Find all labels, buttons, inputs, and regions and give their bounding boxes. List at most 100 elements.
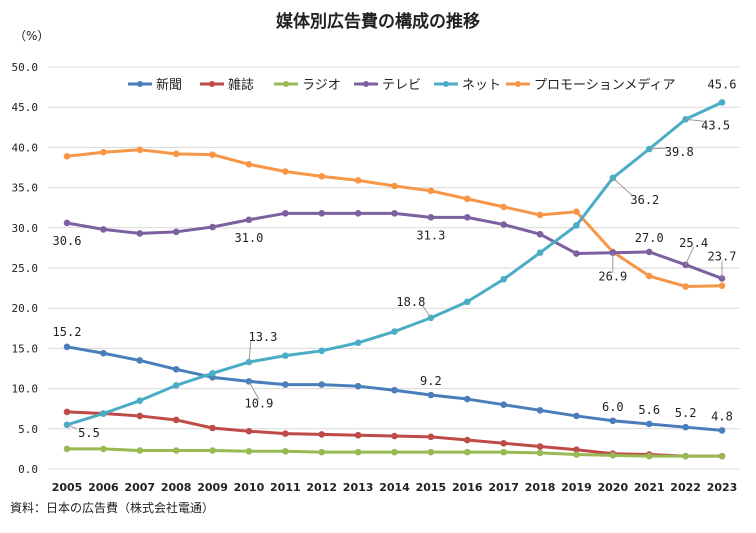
- data-point: [354, 177, 362, 184]
- data-point: [573, 451, 580, 458]
- data-point: [63, 445, 71, 453]
- data-point: [463, 395, 471, 403]
- data-point: [136, 357, 144, 364]
- data-point: [282, 381, 289, 388]
- data-point: [718, 282, 726, 289]
- data-label: 30.6: [53, 234, 82, 248]
- data-point: [172, 366, 180, 373]
- data-point: [172, 447, 180, 454]
- data-point: [391, 432, 398, 440]
- data-point: [391, 448, 398, 456]
- label-leader-line: [422, 305, 432, 319]
- data-point: [718, 99, 726, 106]
- y-tick-label: 20.0: [12, 302, 39, 315]
- data-point: [645, 248, 653, 256]
- x-tick-label: 2015: [416, 481, 447, 494]
- data-label: 31.0: [234, 231, 263, 245]
- x-tick-label: 2020: [598, 481, 629, 494]
- x-tick-label: 2010: [234, 481, 265, 494]
- data-point: [318, 347, 326, 355]
- data-point: [100, 445, 107, 453]
- data-point: [609, 452, 617, 459]
- legend-item-5: プロモーションメディア: [506, 77, 675, 93]
- legend-label: テレビ: [382, 78, 421, 93]
- x-tick-label: 2014: [379, 481, 410, 494]
- data-point: [136, 146, 144, 154]
- x-tick-label: 2013: [343, 481, 374, 494]
- legend-marker: [363, 81, 369, 87]
- y-tick-label: 10.0: [12, 383, 39, 396]
- data-label: 31.3: [416, 228, 445, 242]
- label-leader-line: [612, 177, 634, 197]
- data-point: [354, 210, 362, 217]
- legend-label: ラジオ: [302, 78, 341, 93]
- data-point: [463, 298, 471, 306]
- x-tick-label: 2011: [270, 481, 301, 494]
- data-point: [536, 211, 544, 219]
- x-tick-label: 2008: [161, 481, 192, 494]
- data-point: [209, 223, 216, 231]
- data-label: 13.3: [248, 330, 277, 344]
- data-point: [536, 249, 544, 257]
- x-tick-label: 2019: [561, 481, 592, 494]
- data-point: [391, 182, 398, 190]
- data-point: [500, 221, 507, 228]
- data-point: [463, 448, 471, 456]
- data-point: [573, 412, 580, 420]
- legend-marker: [137, 81, 143, 87]
- label-leader-line: [248, 341, 252, 363]
- y-tick-label: 25.0: [12, 262, 39, 275]
- data-point: [209, 151, 216, 158]
- data-point: [172, 228, 180, 236]
- data-label: 27.0: [635, 231, 664, 245]
- legend-marker: [443, 81, 449, 87]
- y-axis-unit: （%）: [14, 29, 49, 43]
- data-point: [573, 250, 580, 257]
- label-leader-line: [685, 118, 704, 122]
- data-point: [500, 401, 507, 408]
- data-point: [100, 226, 107, 233]
- data-point: [63, 343, 71, 351]
- label-leader-line: [66, 424, 78, 430]
- series-line: [66, 101, 723, 427]
- y-tick-label: 30.0: [12, 222, 39, 235]
- data-point: [136, 412, 144, 420]
- data-point: [391, 210, 398, 217]
- data-point: [427, 433, 435, 441]
- legend-item-1: 雑誌: [200, 77, 254, 93]
- x-tick-label: 2023: [707, 481, 738, 494]
- y-tick-label: 40.0: [12, 141, 39, 154]
- x-tick-label: 2007: [124, 481, 155, 494]
- data-point: [645, 272, 653, 280]
- data-point: [282, 210, 289, 217]
- x-tick-label: 2012: [306, 481, 337, 494]
- data-point: [282, 430, 289, 437]
- data-point: [100, 148, 107, 156]
- data-point: [354, 431, 362, 439]
- data-label: 15.2: [53, 325, 82, 339]
- legend-marker: [515, 81, 521, 87]
- data-point: [245, 160, 253, 168]
- data-point: [573, 208, 580, 216]
- data-point: [172, 150, 180, 158]
- x-tick-label: 2021: [634, 481, 665, 494]
- legend-label: 新聞: [156, 77, 182, 93]
- y-tick-label: 0.0: [18, 463, 38, 476]
- data-point: [645, 420, 653, 428]
- data-point: [354, 382, 362, 390]
- data-point: [427, 391, 435, 399]
- data-point: [282, 168, 289, 175]
- data-point: [682, 452, 689, 460]
- data-point: [682, 115, 689, 123]
- data-label: 18.8: [396, 295, 425, 309]
- data-point: [536, 449, 544, 457]
- data-point: [318, 210, 326, 217]
- data-point: [718, 275, 726, 282]
- y-tick-label: 50.0: [12, 61, 39, 74]
- y-tick-label: 5.0: [18, 423, 38, 436]
- data-point: [318, 381, 326, 388]
- data-point: [318, 431, 326, 438]
- data-point: [682, 283, 689, 290]
- data-label: 26.9: [598, 270, 627, 284]
- data-point: [354, 448, 362, 456]
